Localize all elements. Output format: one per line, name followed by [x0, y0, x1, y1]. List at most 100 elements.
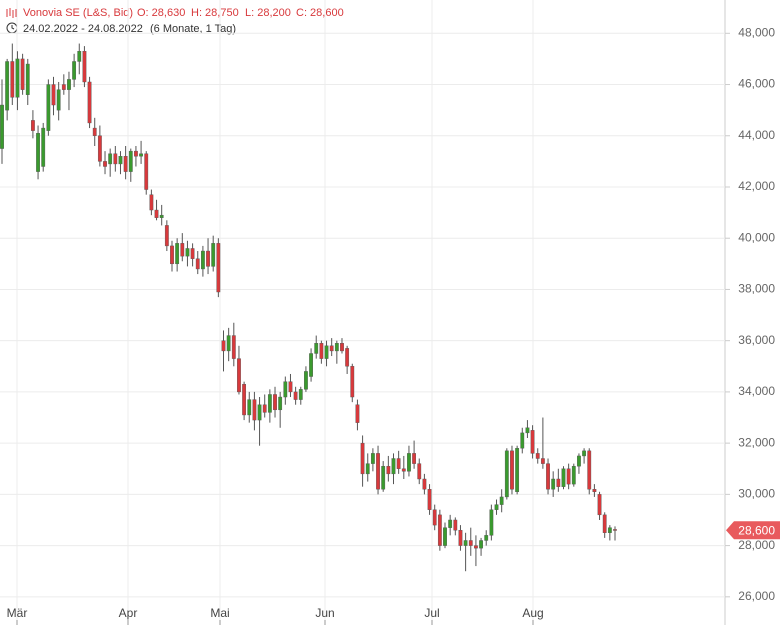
y-tick-label: 34,000 — [738, 384, 775, 398]
candle-body — [242, 384, 247, 416]
candle-body — [417, 463, 422, 480]
candle-body — [170, 245, 174, 265]
candle-body — [144, 153, 149, 190]
x-tick-label: Jul — [424, 606, 439, 620]
candle-body — [25, 63, 30, 95]
candle-body — [525, 427, 530, 434]
candle-body — [211, 243, 216, 267]
candle-body — [267, 394, 272, 413]
candle-body — [396, 458, 401, 469]
candle-body — [360, 442, 365, 475]
candle-body — [288, 381, 293, 393]
x-tick-label: Aug — [522, 606, 543, 620]
y-tick-label: 32,000 — [738, 435, 775, 449]
candle-body — [443, 527, 447, 546]
candle-body — [340, 343, 344, 352]
candle-body — [556, 478, 561, 487]
candle-body — [607, 527, 612, 533]
candle-body — [87, 81, 92, 124]
candle-body — [77, 51, 82, 62]
ohlc-label: C: 28,600 — [296, 7, 344, 19]
candle-body — [324, 345, 329, 359]
candle-body — [283, 381, 288, 398]
y-tick-label: 42,000 — [738, 179, 775, 193]
candle-body — [103, 161, 107, 167]
candle-body — [345, 348, 350, 367]
candle-body — [484, 535, 489, 541]
candle-body — [139, 153, 143, 157]
candle-body — [10, 61, 15, 98]
candle-body — [108, 153, 113, 165]
candle-body — [31, 120, 35, 131]
candle-body — [365, 463, 370, 475]
candle-body — [154, 209, 159, 218]
candle-body — [334, 343, 339, 352]
candle-body — [515, 448, 520, 493]
candle-body — [535, 453, 540, 459]
candle-body — [298, 389, 303, 400]
candle-body — [530, 430, 535, 454]
candle-body — [422, 478, 427, 490]
candle-body — [231, 335, 236, 359]
candle-body — [304, 371, 308, 390]
y-tick-label: 44,000 — [738, 128, 775, 142]
y-tick-label: 26,000 — [738, 589, 775, 603]
candle-body — [51, 84, 56, 106]
candle-body — [592, 489, 597, 493]
candle-body — [190, 248, 195, 259]
candle-body — [587, 450, 592, 490]
candle-body — [113, 153, 118, 165]
candle-body — [5, 61, 10, 111]
x-tick-label: Apr — [119, 606, 138, 620]
candle-body — [577, 455, 581, 467]
candle-body — [376, 453, 380, 490]
x-tick-label: Jun — [315, 606, 334, 620]
candle-body — [149, 194, 154, 211]
candle-body — [582, 450, 586, 457]
candle-body — [159, 214, 164, 218]
candle-body — [540, 458, 545, 464]
candle-body — [314, 343, 319, 354]
candle-body — [293, 391, 298, 400]
candle-body — [468, 540, 473, 546]
candle-body — [195, 258, 200, 270]
candle-body — [407, 453, 411, 472]
candle-body — [510, 450, 514, 490]
candle-body — [401, 468, 406, 472]
y-tick-label: 40,000 — [738, 230, 775, 244]
candle-body — [134, 150, 138, 157]
candle-body — [20, 58, 25, 90]
candle-body — [453, 519, 458, 531]
candle-body — [458, 530, 463, 546]
candle-body — [309, 353, 313, 377]
candle-body — [432, 509, 437, 526]
candle-body — [278, 396, 283, 411]
candle-body — [602, 514, 607, 533]
candle-body — [56, 89, 61, 111]
candle-body — [561, 468, 566, 487]
candle-body — [226, 335, 231, 352]
x-tick-label: Mai — [210, 606, 229, 620]
ohlc-label: O: 28,630 — [137, 7, 185, 19]
candle-body — [61, 84, 66, 90]
candle-body — [118, 156, 123, 165]
candle-body — [546, 463, 550, 490]
y-tick-label: 38,000 — [738, 282, 775, 296]
candle-body — [427, 489, 432, 510]
candle-body — [36, 132, 40, 172]
candle-body — [520, 432, 525, 449]
candle-body — [499, 496, 504, 505]
candle-body — [200, 250, 205, 270]
chart-title: Vonovia SE (L&S, Bid) — [23, 7, 133, 19]
candle-body — [551, 478, 556, 490]
candle-body — [41, 127, 46, 167]
candle-body — [566, 468, 571, 485]
ohlc-label: L: 28,200 — [245, 7, 291, 19]
candle-body — [571, 465, 576, 485]
y-tick-label: 30,000 — [738, 487, 775, 501]
candle-body — [391, 458, 396, 475]
period: (6 Monate, 1 Tag) — [150, 23, 236, 35]
candle-body — [479, 540, 483, 549]
candle-body — [247, 399, 252, 416]
